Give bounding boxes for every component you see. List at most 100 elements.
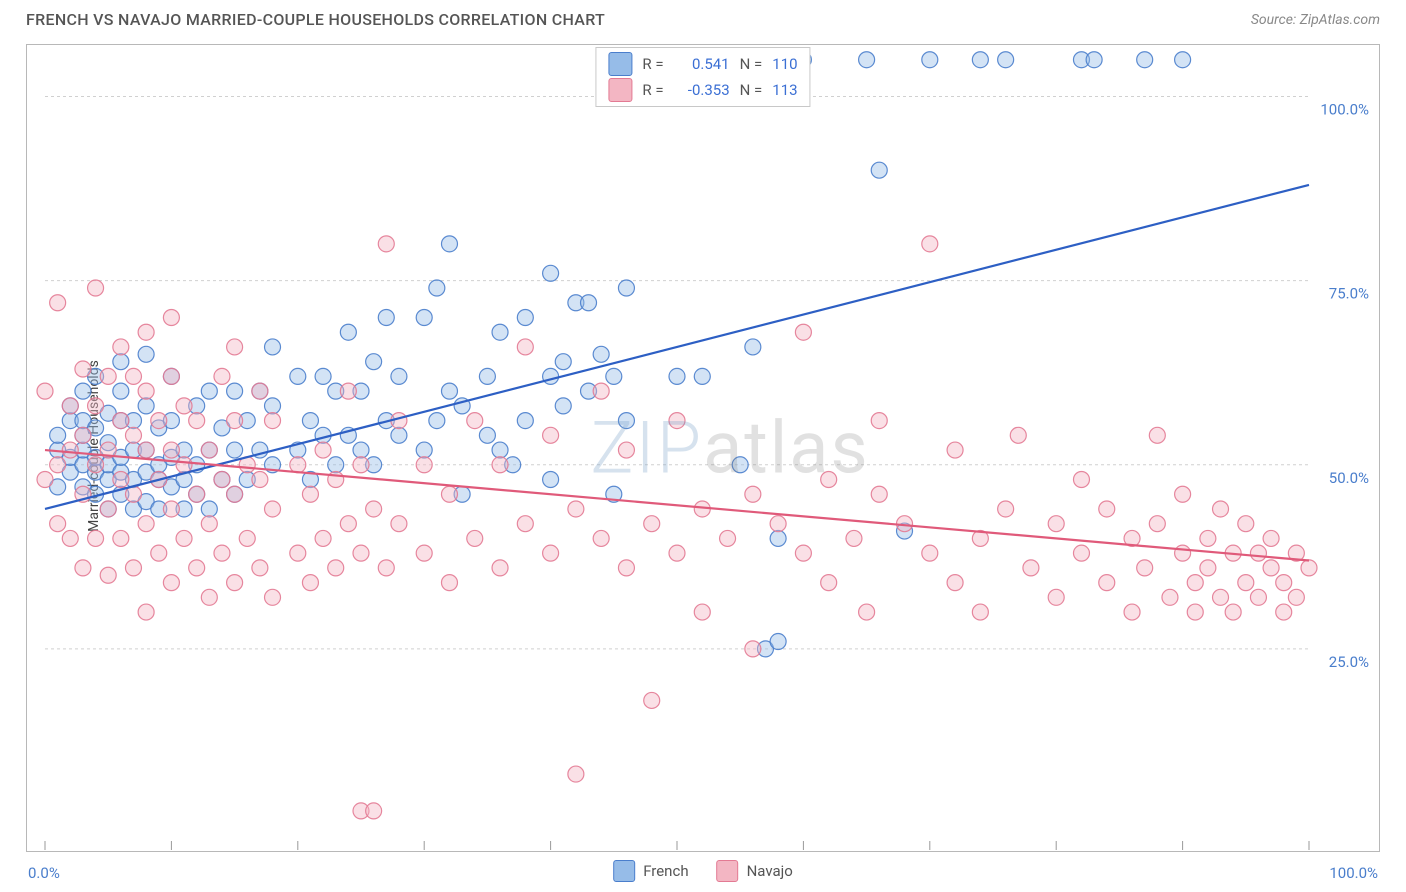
data-point: [618, 442, 634, 458]
x-axis-min-label: 0.0%: [28, 864, 60, 882]
data-point: [328, 560, 344, 576]
data-point: [846, 530, 862, 546]
data-point: [201, 589, 217, 605]
data-point: [113, 530, 129, 546]
data-point: [745, 486, 761, 502]
data-point: [770, 530, 786, 546]
data-point: [353, 545, 369, 561]
series-legend-swatch: [717, 860, 739, 882]
data-point: [378, 560, 394, 576]
data-point: [492, 457, 508, 473]
data-point: [517, 309, 533, 325]
data-point: [378, 236, 394, 252]
data-point: [125, 427, 141, 443]
data-point: [138, 398, 154, 414]
data-point: [227, 575, 243, 591]
data-point: [340, 516, 356, 532]
data-point: [492, 324, 508, 340]
data-point: [517, 413, 533, 429]
data-point: [227, 442, 243, 458]
data-point: [1301, 560, 1317, 576]
data-point: [340, 383, 356, 399]
data-point: [1276, 575, 1292, 591]
data-point: [62, 442, 78, 458]
data-point: [922, 545, 938, 561]
data-point: [163, 575, 179, 591]
data-point: [315, 530, 331, 546]
data-point: [391, 368, 407, 384]
data-point: [315, 442, 331, 458]
data-point: [328, 457, 344, 473]
data-point: [568, 501, 584, 517]
data-point: [62, 530, 78, 546]
data-point: [1149, 427, 1165, 443]
data-point: [770, 634, 786, 650]
data-point: [517, 339, 533, 355]
data-point: [138, 324, 154, 340]
data-point: [163, 442, 179, 458]
data-point: [37, 383, 53, 399]
data-point: [113, 413, 129, 429]
y-tick-label: 75.0%: [1329, 285, 1369, 303]
data-point: [543, 427, 559, 443]
data-point: [1124, 604, 1140, 620]
legend-r-label: R =: [642, 55, 663, 73]
data-point: [972, 52, 988, 68]
data-point: [1099, 501, 1115, 517]
data-point: [189, 560, 205, 576]
data-point: [138, 442, 154, 458]
data-point: [517, 516, 533, 532]
data-point: [416, 309, 432, 325]
data-point: [1200, 530, 1216, 546]
data-point: [416, 457, 432, 473]
data-point: [795, 545, 811, 561]
data-point: [391, 516, 407, 532]
y-tick-label: 50.0%: [1329, 469, 1369, 487]
data-point: [100, 567, 116, 583]
data-point: [176, 530, 192, 546]
data-point: [1276, 604, 1292, 620]
data-point: [770, 516, 786, 532]
series-legend-item: French: [613, 860, 688, 882]
data-point: [972, 604, 988, 620]
data-point: [441, 236, 457, 252]
data-point: [669, 545, 685, 561]
plot-area: 25.0%50.0%75.0%100.0% ZIPatlas R =0.541N…: [26, 44, 1380, 852]
data-point: [1200, 560, 1216, 576]
data-point: [239, 530, 255, 546]
data-point: [593, 346, 609, 362]
data-point: [189, 486, 205, 502]
data-point: [745, 641, 761, 657]
data-point: [201, 442, 217, 458]
data-point: [50, 516, 66, 532]
data-point: [669, 368, 685, 384]
data-point: [227, 486, 243, 502]
data-point: [859, 52, 875, 68]
data-point: [416, 442, 432, 458]
data-point: [315, 368, 331, 384]
data-point: [669, 413, 685, 429]
data-point: [50, 295, 66, 311]
data-point: [429, 413, 445, 429]
chart-title: FRENCH VS NAVAJO MARRIED-COUPLE HOUSEHOL…: [26, 10, 605, 29]
data-point: [163, 309, 179, 325]
data-point: [871, 486, 887, 502]
data-point: [252, 383, 268, 399]
data-point: [227, 383, 243, 399]
data-point: [1213, 589, 1229, 605]
data-point: [821, 575, 837, 591]
data-point: [113, 354, 129, 370]
legend-n-value: 113: [772, 81, 797, 99]
data-point: [290, 368, 306, 384]
data-point: [618, 280, 634, 296]
data-point: [593, 530, 609, 546]
data-point: [1073, 472, 1089, 488]
data-point: [340, 324, 356, 340]
data-point: [201, 516, 217, 532]
data-point: [227, 413, 243, 429]
data-point: [1048, 516, 1064, 532]
series-legend-swatch: [613, 860, 635, 882]
data-point: [1225, 604, 1241, 620]
series-legend: FrenchNavajo: [613, 860, 793, 882]
data-point: [479, 368, 495, 384]
